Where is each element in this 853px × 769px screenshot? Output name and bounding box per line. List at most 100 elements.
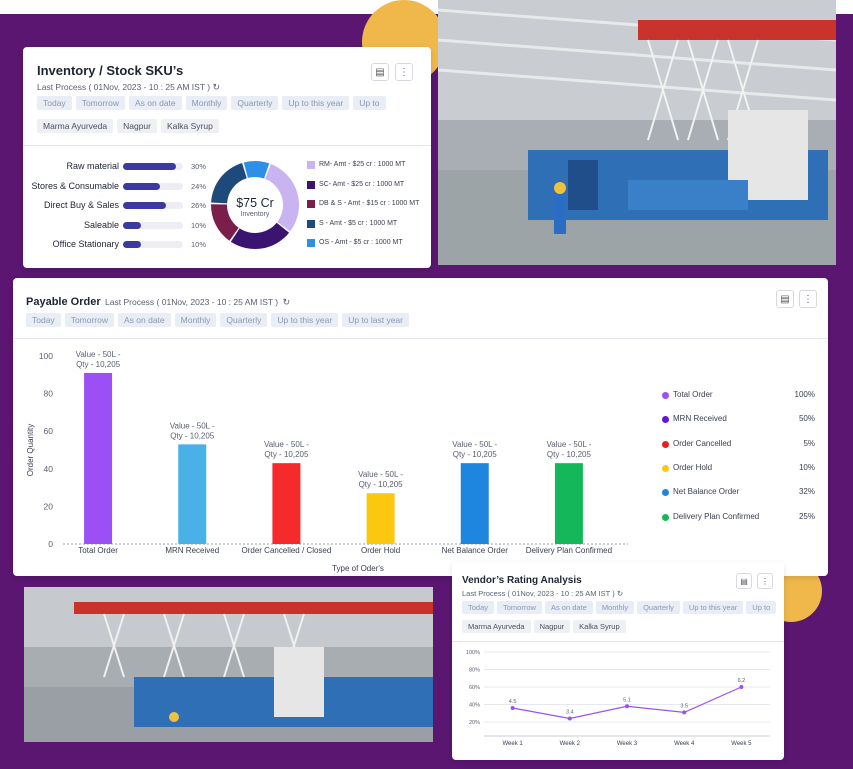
x-tick-label: Total Order xyxy=(78,546,118,555)
y-tick-label: 100 xyxy=(39,351,53,361)
x-tick-label: Week 2 xyxy=(560,741,581,747)
bar-pct: 30% xyxy=(191,162,207,171)
legend-dot xyxy=(662,392,669,399)
bar-qty-label: Qty - 10,205 xyxy=(76,360,121,369)
filter-quarterly[interactable]: Quarterly xyxy=(231,96,279,110)
bar-pct: 10% xyxy=(191,220,207,230)
payable-bar-chart: 100 80 60 40 20 0 Order Quantity Type of Oder's… xyxy=(26,350,628,573)
filter-quarterly[interactable]: Quarterly xyxy=(220,313,268,327)
filter-quarterly[interactable]: Quarterly xyxy=(637,601,680,614)
filter-as-on-date[interactable]: As on date xyxy=(118,313,171,327)
bar-qty-label: Qty - 10,205 xyxy=(264,450,309,459)
bar-track xyxy=(123,221,183,229)
y-tick-label: 20% xyxy=(469,720,480,726)
bar-qty-label: Qty - 10,205 xyxy=(359,480,404,489)
bar xyxy=(178,444,207,544)
payable-filter-tabs: Today Tomorrow As on date Monthly Quarte… xyxy=(26,313,409,327)
filter-today[interactable]: Today xyxy=(37,96,72,110)
filter-today[interactable]: Today xyxy=(26,313,61,327)
tag-kalka[interactable]: Kalka Syrup xyxy=(573,620,626,633)
inventory-card: Inventory / Stock SKU’s Last Process ( 0… xyxy=(23,47,431,268)
x-tick-label: Week 5 xyxy=(731,741,752,747)
refresh-icon[interactable]: ↻ xyxy=(212,82,220,92)
legend-label: SC- Amt - $25 cr : 1000 MT xyxy=(319,180,405,188)
data-label: 3.5 xyxy=(680,703,688,709)
bar-label: Stores & Consumable xyxy=(31,180,119,191)
bar-qty-label: Qty - 10,205 xyxy=(170,431,215,440)
factory-photo-bottom xyxy=(24,587,433,742)
bar xyxy=(272,463,301,544)
filter-tomorrow[interactable]: Tomorrow xyxy=(75,96,125,110)
bar-fill xyxy=(123,241,141,248)
report-icon[interactable]: ▤ xyxy=(776,290,794,308)
tag-nagpur[interactable]: Nagpur xyxy=(533,620,571,633)
refresh-icon[interactable]: ↻ xyxy=(282,297,291,307)
legend-pct: 5% xyxy=(803,438,815,448)
tag-marma[interactable]: Marma Ayurveda xyxy=(37,119,114,133)
refresh-icon[interactable]: ↻ xyxy=(616,589,624,598)
legend-label: Order Hold xyxy=(673,462,713,472)
bar-pct: 10% xyxy=(191,240,207,249)
vendor-line-chart: 100% 80% 60% 40% 20% 4.5 Week 1 3.4 Week 2 5.1 Wee… xyxy=(466,650,770,747)
legend-swatch xyxy=(307,161,315,169)
filter-monthly[interactable]: Monthly xyxy=(595,601,635,614)
tag-kalka[interactable]: Kalka Syrup xyxy=(161,119,219,133)
filter-up-to-this-year[interactable]: Up to this year xyxy=(271,313,339,327)
legend-label: OS - Amt - $5 cr : 1000 MT xyxy=(319,239,403,246)
more-menu-icon[interactable]: ⋮ xyxy=(799,290,817,308)
bar xyxy=(84,372,113,544)
filter-up-to-this-year[interactable]: Up to this year xyxy=(682,601,744,614)
vendor-last-process: Last Process ( 01Nov, 2023 - 10 : 25 AM … xyxy=(462,589,624,598)
filter-as-on-date[interactable]: As on date xyxy=(544,601,593,614)
vendor-tags: Marma Ayurveda Nagpur Kalka Syrup xyxy=(462,620,626,633)
legend-label: Net Balance Order xyxy=(673,487,740,497)
legend-dot xyxy=(662,489,669,497)
donut-segment xyxy=(211,204,239,241)
filter-tomorrow[interactable]: Tomorrow xyxy=(497,601,542,614)
filter-up-to-last-year[interactable]: Up to last year xyxy=(342,313,409,327)
filter-monthly[interactable]: Monthly xyxy=(174,313,217,327)
bar-track xyxy=(123,241,183,248)
tag-marma[interactable]: Marma Ayurveda xyxy=(462,620,531,633)
report-icon[interactable]: ▤ xyxy=(371,63,389,81)
y-tick-label: 100% xyxy=(466,650,480,656)
vendor-rating-card: Vendor’s Rating Analysis Last Process ( … xyxy=(452,562,784,760)
filter-up-to-this-year[interactable]: Up to this year xyxy=(282,96,350,110)
bar-pct: 26% xyxy=(191,201,207,210)
x-tick-label: MRN Received xyxy=(165,546,219,555)
legend-dot xyxy=(662,513,669,521)
inventory-tags: Marma Ayurveda Nagpur Kalka Syrup xyxy=(37,119,219,133)
filter-up-to[interactable]: Up to xyxy=(353,96,386,110)
filter-as-on-date[interactable]: As on date xyxy=(129,96,182,110)
data-point xyxy=(625,704,629,709)
filter-monthly[interactable]: Monthly xyxy=(185,96,228,110)
data-point xyxy=(739,685,744,689)
bar-qty-label: Qty - 10,205 xyxy=(453,450,498,459)
donut-center-value: $75 Cr xyxy=(236,196,274,210)
x-tick-label: Week 4 xyxy=(674,741,695,747)
x-tick-label: Delivery Plan Confirmed xyxy=(526,546,612,555)
report-icon[interactable]: ▤ xyxy=(736,573,752,589)
data-label: 3.4 xyxy=(566,710,574,716)
inventory-title: Inventory / Stock SKU’s xyxy=(37,63,184,78)
donut-segment xyxy=(243,161,270,179)
payable-header: Payable Order Last Process ( 01Nov, 2023… xyxy=(26,292,290,310)
bar-fill xyxy=(123,163,176,170)
legend-label: MRN Received xyxy=(673,414,727,424)
data-label: 4.5 xyxy=(509,699,517,705)
bar-qty-label: Qty - 10,205 xyxy=(547,450,592,459)
more-menu-icon[interactable]: ⋮ xyxy=(757,573,773,589)
bar-value-label: Value - 50L - xyxy=(264,440,309,449)
y-tick-label: 40% xyxy=(469,703,480,709)
bar xyxy=(366,493,395,544)
more-menu-icon[interactable]: ⋮ xyxy=(395,63,413,81)
filter-today[interactable]: Today xyxy=(462,601,495,614)
x-tick-label: Net Balance Order xyxy=(442,546,509,555)
filter-up-to[interactable]: Up to xyxy=(746,601,777,614)
bar-pct: 24% xyxy=(191,181,207,191)
legend-pct: 50% xyxy=(798,414,815,424)
filter-tomorrow[interactable]: Tomorrow xyxy=(64,313,114,327)
tag-nagpur[interactable]: Nagpur xyxy=(117,119,157,133)
inventory-filter-tabs: Today Tomorrow As on date Monthly Quarte… xyxy=(37,96,386,110)
data-point xyxy=(682,710,687,715)
